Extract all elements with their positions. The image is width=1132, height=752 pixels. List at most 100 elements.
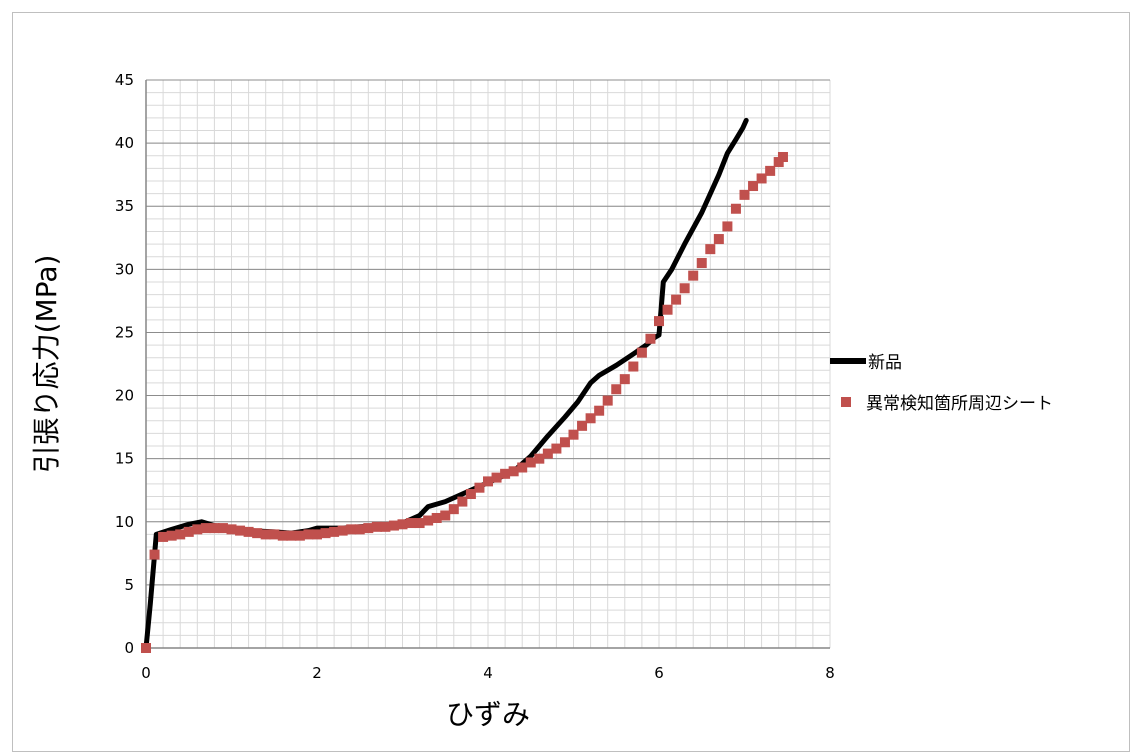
data-point (320, 528, 331, 539)
data-point (602, 395, 613, 406)
legend: 新品 異常検知箇所周辺シート (830, 353, 1053, 414)
data-point (380, 521, 391, 532)
data-point (756, 173, 767, 184)
x-tick-label: 0 (141, 664, 151, 682)
data-point (722, 221, 733, 232)
series-layer (141, 117, 788, 653)
data-point (525, 457, 536, 468)
data-point (440, 510, 451, 521)
data-point (491, 472, 502, 483)
data-point (235, 525, 246, 536)
data-point (773, 157, 784, 168)
data-point (371, 521, 382, 532)
data-point (777, 151, 788, 162)
data-point (149, 549, 160, 560)
data-point (705, 244, 716, 255)
x-tick-label: 8 (825, 664, 835, 682)
data-point (243, 526, 254, 537)
y-tick-label: 0 (124, 639, 134, 657)
data-point (474, 482, 485, 493)
data-point (713, 234, 724, 245)
chart-frame (12, 12, 1130, 752)
data-point (568, 429, 579, 440)
data-point (517, 462, 528, 473)
data-point (765, 165, 776, 176)
data-point (559, 437, 570, 448)
data-point (577, 420, 588, 431)
data-point (303, 529, 314, 540)
data-point (397, 519, 408, 530)
legend-label-series-2: 異常検知箇所周辺シート (866, 394, 1053, 414)
data-point (217, 523, 228, 534)
y-tick-label: 35 (115, 197, 134, 215)
data-point (286, 530, 297, 541)
data-point (739, 189, 750, 200)
x-tick-labels: 0 2 4 6 8 (141, 664, 835, 682)
y-tick-label: 30 (115, 260, 134, 278)
data-point (200, 523, 211, 534)
data-point (209, 523, 220, 534)
data-point (260, 529, 271, 540)
data-point (585, 413, 596, 424)
data-point (748, 181, 759, 192)
data-point (679, 283, 690, 294)
x-axis-title: ひずみ (446, 698, 530, 731)
data-point (542, 448, 553, 459)
grid-minor (145, 79, 831, 649)
data-point (500, 468, 511, 479)
y-tick-label: 20 (115, 387, 134, 405)
data-point (688, 270, 699, 281)
data-point (363, 523, 374, 534)
data-point (696, 258, 707, 269)
y-tick-label: 45 (115, 71, 134, 89)
data-point (183, 526, 194, 537)
data-point (662, 304, 673, 315)
y-tick-label: 40 (115, 134, 134, 152)
data-point (294, 530, 305, 541)
data-point (594, 405, 605, 416)
axes (145, 80, 830, 649)
data-point (329, 526, 340, 537)
data-point (388, 520, 399, 531)
data-point (175, 529, 186, 540)
y-tick-label: 10 (115, 513, 134, 531)
data-point (141, 643, 151, 653)
x-tick-label: 2 (312, 664, 322, 682)
data-point (431, 512, 442, 523)
legend-swatch-series-2 (841, 397, 851, 407)
data-point (337, 525, 348, 536)
data-point (423, 515, 434, 526)
data-point (414, 518, 425, 529)
data-point (406, 518, 417, 529)
data-point (654, 316, 664, 327)
data-point (158, 531, 169, 542)
data-point (226, 524, 237, 535)
y-axis-title: 引張り応力(MPa) (30, 255, 63, 474)
data-point (346, 524, 357, 535)
data-point (671, 294, 682, 305)
data-point (611, 384, 622, 395)
data-point (277, 530, 288, 541)
y-tick-label: 15 (115, 450, 134, 468)
data-point (619, 374, 630, 385)
data-point (628, 361, 639, 372)
data-point (312, 529, 322, 540)
data-point (448, 504, 459, 515)
data-point (551, 443, 562, 454)
data-point (636, 347, 647, 358)
data-point (192, 524, 203, 535)
data-point (252, 528, 263, 539)
series-line-1 (143, 117, 749, 651)
y-tick-labels: 0 5 10 15 20 25 30 35 40 45 (115, 71, 134, 657)
y-tick-label: 25 (115, 323, 134, 341)
data-point (354, 524, 365, 535)
data-point (730, 203, 741, 214)
x-tick-label: 4 (483, 664, 493, 682)
legend-label-series-1: 新品 (868, 353, 902, 373)
y-tick-label: 5 (124, 576, 134, 594)
data-point (166, 530, 177, 541)
data-point (645, 333, 656, 344)
data-point (457, 496, 468, 507)
x-tick-label: 6 (654, 664, 664, 682)
